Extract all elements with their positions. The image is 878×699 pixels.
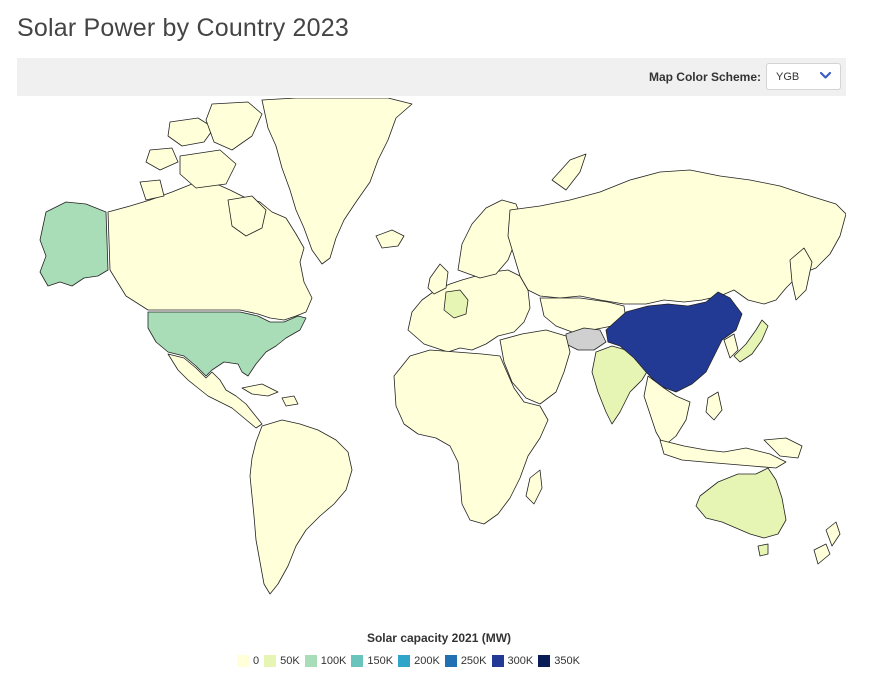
legend-title: Solar capacity 2021 (MW): [366, 631, 512, 645]
legend-label: 150K: [367, 655, 394, 667]
russia-arctic-island[interactable]: [551, 153, 587, 191]
country-korea[interactable]: [723, 333, 739, 359]
region-africa[interactable]: [393, 349, 549, 525]
legend-swatch: [538, 655, 551, 667]
country-alaska[interactable]: [39, 201, 109, 287]
legend-item: 200K: [398, 655, 440, 667]
country-new-zealand-south[interactable]: [813, 543, 831, 565]
legend-label: 0: [253, 655, 260, 667]
chevron-down-icon: [820, 71, 831, 79]
country-japan[interactable]: [733, 319, 769, 363]
map-toolbar: Map Color Scheme: YGB: [17, 58, 846, 96]
canada-arctic-island[interactable]: [179, 149, 237, 189]
color-scheme-select[interactable]: YGB: [766, 63, 841, 90]
page-title: Solar Power by Country 2023: [17, 14, 349, 42]
legend-item: 350K: [538, 655, 580, 667]
country-mexico[interactable]: [167, 353, 263, 429]
world-map: [17, 98, 846, 610]
country-germany[interactable]: [443, 289, 469, 319]
canada-arctic-island[interactable]: [145, 147, 179, 171]
map-legend: 0 50K 100K 150K 200K 250K 300K 350K: [237, 655, 585, 667]
country-united-kingdom[interactable]: [427, 263, 449, 295]
canada-arctic-island[interactable]: [167, 117, 215, 147]
country-canada[interactable]: [107, 181, 313, 321]
color-scheme-value: YGB: [776, 71, 800, 83]
legend-item: 300K: [491, 655, 534, 667]
country-madagascar[interactable]: [525, 469, 543, 505]
legend-label: 200K: [414, 655, 440, 667]
legend-swatch: [304, 655, 317, 667]
legend-item: 150K: [351, 655, 393, 667]
region-southeast-asia[interactable]: [643, 375, 691, 447]
canada-arctic-island[interactable]: [227, 195, 267, 237]
country-tasmania[interactable]: [757, 543, 769, 557]
country-greenland[interactable]: [261, 98, 413, 265]
russia-kamchatka[interactable]: [789, 247, 813, 301]
region-south-america[interactable]: [249, 419, 353, 595]
country-caribbean[interactable]: [281, 395, 299, 407]
country-australia[interactable]: [695, 467, 787, 539]
legend-item: 50K: [264, 655, 300, 667]
legend-swatch: [264, 655, 277, 667]
legend-swatch: [351, 655, 364, 667]
canada-arctic-island[interactable]: [205, 101, 263, 151]
legend-swatch: [491, 655, 504, 667]
legend-swatch: [398, 655, 411, 667]
legend-label: 250K: [460, 655, 487, 667]
canada-arctic-island[interactable]: [139, 179, 165, 201]
country-united-states[interactable]: [147, 311, 307, 377]
country-indonesia[interactable]: [659, 439, 787, 469]
legend-item: 250K: [444, 655, 487, 667]
country-new-zealand[interactable]: [825, 521, 841, 547]
color-scheme-label: Map Color Scheme:: [648, 70, 761, 84]
legend-label: 50K: [280, 655, 300, 667]
legend-item: 100K: [304, 655, 347, 667]
legend-item: 0: [237, 655, 259, 667]
country-cuba[interactable]: [241, 383, 279, 397]
legend-swatch: [444, 655, 457, 667]
country-papua[interactable]: [763, 437, 803, 459]
country-philippines[interactable]: [705, 391, 723, 421]
country-iceland[interactable]: [375, 229, 405, 249]
region-middle-east[interactable]: [499, 329, 571, 405]
legend-label: 100K: [320, 655, 347, 667]
legend-swatch: [237, 655, 249, 667]
legend-label: 350K: [554, 655, 580, 667]
legend-label: 300K: [507, 655, 534, 667]
country-china[interactable]: [605, 291, 743, 393]
